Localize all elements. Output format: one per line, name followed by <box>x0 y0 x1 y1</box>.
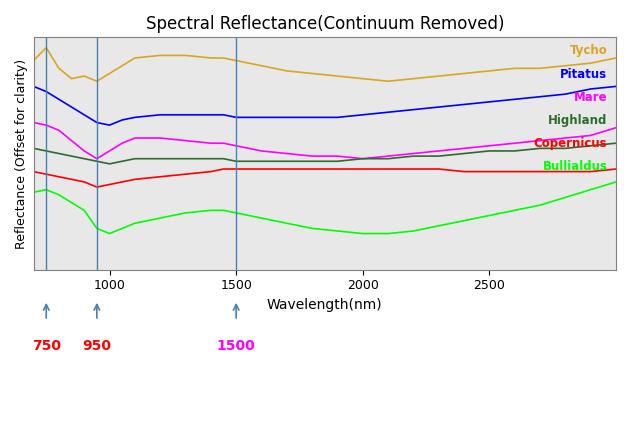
Text: 1500: 1500 <box>217 339 256 353</box>
Title: Spectral Reflectance(Continuum Removed): Spectral Reflectance(Continuum Removed) <box>146 15 504 33</box>
Text: Copernicus: Copernicus <box>534 137 607 150</box>
Y-axis label: Reflectance (Offset for clarity): Reflectance (Offset for clarity) <box>15 58 28 249</box>
Text: Tycho: Tycho <box>570 44 607 57</box>
Text: Pitatus: Pitatus <box>560 67 607 81</box>
Text: Bullialdus: Bullialdus <box>543 160 607 173</box>
Text: Highland: Highland <box>548 114 607 127</box>
Text: Mare: Mare <box>574 91 607 104</box>
X-axis label: Wavelength(nm): Wavelength(nm) <box>267 298 382 312</box>
Text: 750: 750 <box>32 339 61 353</box>
Text: 950: 950 <box>83 339 111 353</box>
